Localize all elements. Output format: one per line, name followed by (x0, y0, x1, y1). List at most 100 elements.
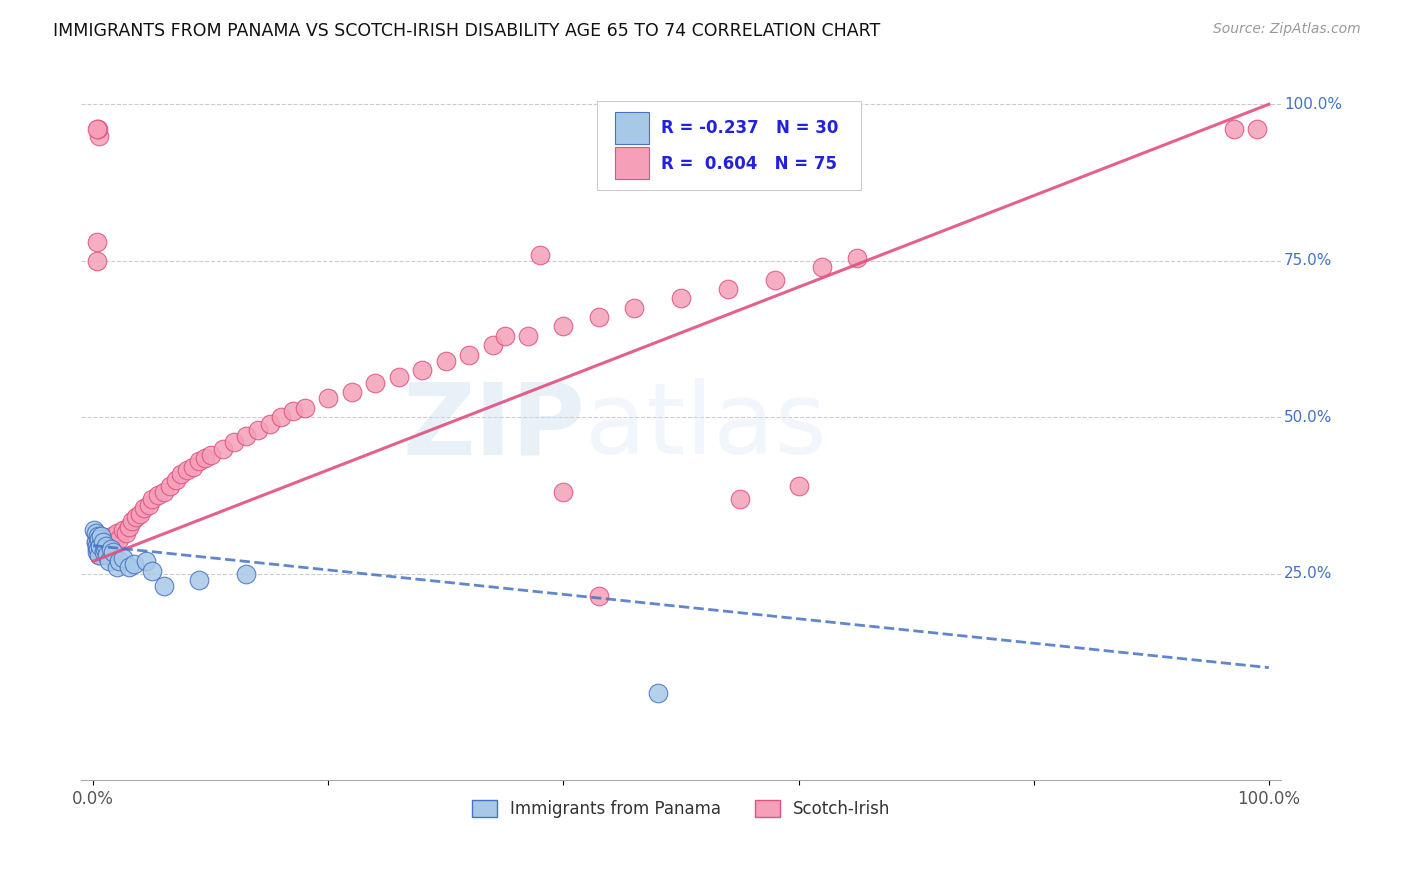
Point (93, 545, 115, 559)
Point (176, 463, 198, 477)
Point (669, 291, 692, 305)
Point (623, 301, 645, 315)
Text: 50.0%: 50.0% (1284, 409, 1333, 425)
Point (101, 529, 124, 543)
Point (91, 535, 114, 549)
Point (132, 501, 155, 516)
Point (846, 251, 869, 265)
Point (246, 423, 269, 437)
Point (90, 529, 112, 543)
FancyBboxPatch shape (614, 112, 648, 144)
Point (588, 589, 610, 603)
Point (89, 539, 111, 553)
Point (517, 329, 540, 343)
Point (138, 498, 160, 512)
Point (84, 535, 107, 549)
Point (86, 235, 108, 249)
Point (211, 442, 233, 456)
Point (86, 539, 108, 553)
Point (87, 529, 110, 543)
Point (181, 460, 204, 475)
Point (94, 541, 117, 556)
Text: R = -0.237   N = 30: R = -0.237 N = 30 (661, 120, 838, 137)
Point (787, 479, 810, 493)
Point (1222, 122, 1244, 136)
Point (124, 558, 146, 572)
Point (91, 535, 114, 549)
Point (121, 514, 143, 528)
Point (135, 554, 157, 568)
Point (294, 401, 316, 415)
Point (98, 539, 121, 553)
Point (111, 551, 134, 566)
Point (86, 529, 108, 543)
Point (152, 579, 174, 593)
Point (84, 535, 107, 549)
Point (588, 310, 610, 324)
Point (458, 348, 481, 362)
Point (108, 533, 131, 547)
Point (103, 545, 125, 559)
Point (281, 404, 304, 418)
Point (93, 545, 115, 559)
Point (89, 548, 111, 562)
Text: R =  0.604   N = 75: R = 0.604 N = 75 (661, 154, 837, 172)
Point (87, 533, 110, 547)
Point (494, 329, 516, 343)
Point (115, 526, 138, 541)
Point (86, 122, 108, 136)
Point (117, 520, 139, 534)
Point (84, 526, 107, 541)
Point (270, 410, 292, 425)
Point (100, 541, 122, 556)
Point (117, 560, 139, 574)
Point (141, 564, 163, 578)
Point (103, 535, 125, 549)
Point (97, 554, 120, 568)
Point (553, 319, 575, 334)
Point (188, 573, 211, 587)
Point (94, 541, 117, 556)
Point (717, 282, 740, 296)
Point (763, 272, 786, 286)
Point (235, 566, 257, 581)
Text: ZIP: ZIP (402, 378, 585, 475)
Point (411, 363, 433, 377)
Point (146, 488, 169, 502)
Point (96, 533, 118, 547)
Point (434, 354, 457, 368)
Point (165, 473, 187, 487)
Text: 100.0%: 100.0% (1284, 96, 1343, 112)
Point (96, 548, 118, 562)
Point (170, 467, 193, 481)
Point (529, 247, 551, 261)
FancyBboxPatch shape (614, 147, 648, 179)
Point (111, 523, 134, 537)
Point (340, 385, 363, 400)
Text: Source: ZipAtlas.com: Source: ZipAtlas.com (1213, 22, 1361, 37)
Point (83, 523, 105, 537)
Point (105, 526, 128, 541)
Point (86, 253, 108, 268)
Point (811, 260, 834, 274)
Text: 75.0%: 75.0% (1284, 253, 1333, 268)
Point (634, 122, 657, 136)
Point (159, 479, 181, 493)
Point (87, 541, 110, 556)
Point (194, 450, 217, 465)
Point (89, 533, 111, 547)
Point (86, 541, 108, 556)
Point (90, 529, 112, 543)
Point (1246, 122, 1268, 136)
Point (124, 510, 146, 524)
Point (482, 338, 505, 352)
Point (89, 539, 111, 553)
Point (728, 491, 751, 506)
Point (89, 548, 111, 562)
Point (89, 128, 111, 143)
FancyBboxPatch shape (598, 102, 860, 190)
Point (108, 554, 131, 568)
Legend: Immigrants from Panama, Scotch-Irish: Immigrants from Panama, Scotch-Irish (465, 794, 897, 825)
Point (129, 508, 152, 522)
Point (141, 491, 163, 506)
